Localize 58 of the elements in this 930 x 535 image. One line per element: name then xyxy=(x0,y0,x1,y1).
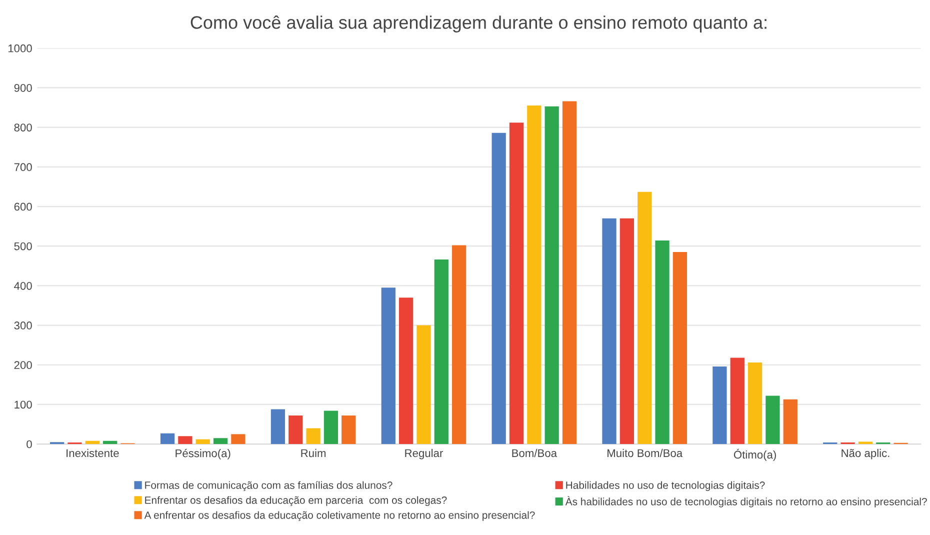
y-tick-label: 400 xyxy=(14,282,32,290)
bar xyxy=(85,440,100,444)
bar xyxy=(730,358,744,444)
y-tick-label: 100 xyxy=(14,400,32,409)
bar xyxy=(748,362,762,444)
bar xyxy=(288,416,303,444)
bar xyxy=(306,428,320,444)
bar xyxy=(858,442,873,444)
bar xyxy=(544,106,559,444)
bar xyxy=(562,101,577,444)
bar xyxy=(509,122,524,444)
bar xyxy=(620,218,634,444)
legend-label: Formas de comunicação com as famílias dos alunos? xyxy=(145,481,392,492)
bar xyxy=(492,132,506,444)
bar xyxy=(213,438,228,444)
y-tick-label: 200 xyxy=(14,361,32,370)
legend-label: Às habilidades no uso de tecnologias digitais no retorno ao ensino presencial? xyxy=(565,496,927,508)
x-tick-label: Regular xyxy=(405,448,444,460)
x-tick-label: Ruim xyxy=(301,448,326,458)
bar xyxy=(103,440,118,444)
bar xyxy=(231,434,246,444)
legend-label: A enfrentar os desafios da educação coletivamente no retorno ao ensino presencial? xyxy=(144,511,535,521)
y-tick-label: 0 xyxy=(26,440,32,448)
x-tick-label: Muito Bom/Boa xyxy=(608,448,683,458)
bar xyxy=(398,298,414,444)
bar xyxy=(672,252,688,444)
legend-label: Enfrentar os desafios da educação em parceria com os colegas? xyxy=(145,496,447,506)
bar xyxy=(381,288,396,444)
bar xyxy=(452,245,466,444)
bar xyxy=(196,439,210,444)
bar xyxy=(712,366,727,444)
bar xyxy=(655,240,670,444)
x-tick-label: Bom/Boa xyxy=(512,448,558,458)
y-tick-label: 1000 xyxy=(8,44,32,52)
y-tick-label: 300 xyxy=(14,322,32,330)
y-tick-label: 600 xyxy=(14,202,32,211)
bar xyxy=(638,192,652,444)
bar xyxy=(178,436,192,444)
bar xyxy=(324,410,338,444)
y-tick-label: 700 xyxy=(14,163,32,172)
bar xyxy=(783,399,798,444)
x-tick-label: Péssimo(a) xyxy=(176,448,230,460)
legend-label: Habilidades no uso de tecnologias digitais? xyxy=(566,481,765,491)
bar xyxy=(527,106,542,444)
bar xyxy=(766,396,780,444)
y-tick-label: 800 xyxy=(14,124,32,132)
bar xyxy=(160,433,175,444)
x-tick-label: Inexistente xyxy=(66,448,119,458)
x-tick-label: Ótimo(a) xyxy=(734,448,776,461)
bar xyxy=(342,416,356,444)
bar xyxy=(602,218,616,444)
x-tick-label: Não aplic. xyxy=(842,448,890,460)
bar xyxy=(270,409,286,444)
y-tick-label: 900 xyxy=(14,84,32,92)
bar xyxy=(416,325,431,444)
bar xyxy=(434,260,448,444)
y-tick-label: 500 xyxy=(14,242,32,250)
chart-title: Como você avalia sua aprendizagem durante o ensino remoto quanto a: xyxy=(190,16,766,32)
